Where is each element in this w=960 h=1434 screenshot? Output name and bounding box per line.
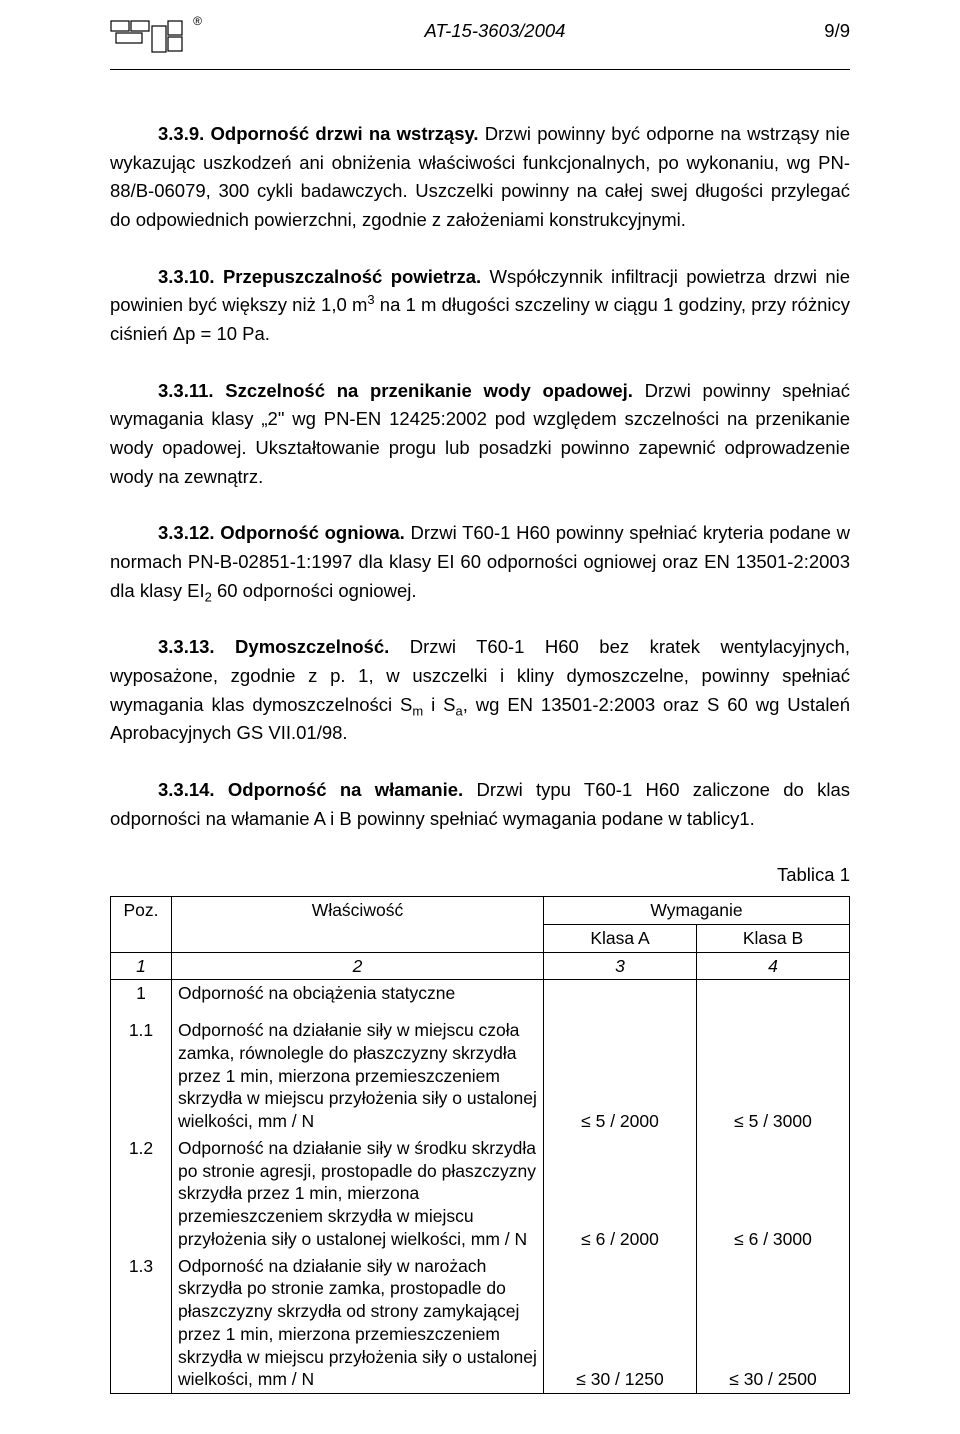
col-poz: Poz. <box>111 897 172 953</box>
cell-property: Odporność na obciążenia statyczne <box>172 980 544 1007</box>
sec-title: Odporność drzwi na wstrząsy. <box>211 123 479 144</box>
header-rule <box>110 69 850 70</box>
cell-poz: 1 <box>111 980 172 1007</box>
cell-klasa-a: ≤ 30 / 1250 <box>544 1253 697 1394</box>
sup: 3 <box>367 292 374 307</box>
cell-poz: 1.2 <box>111 1135 172 1253</box>
cell-klasa-b: ≤ 5 / 3000 <box>697 1007 850 1135</box>
sec-num: 3.3.10. <box>158 266 223 287</box>
cell-klasa-b: ≤ 6 / 3000 <box>697 1135 850 1253</box>
table-row: 1.2 Odporność na działanie siły w środku… <box>111 1135 850 1253</box>
table-row: 1.3 Odporność na działanie siły w naroża… <box>111 1253 850 1394</box>
sec-title: Odporność ogniowa. <box>220 522 405 543</box>
sec-num: 3.3.13. <box>158 636 235 657</box>
registered-mark: ® <box>193 14 202 28</box>
itb-logo-icon <box>110 20 190 56</box>
sec-num: 3.3.14. <box>158 779 228 800</box>
colnum: 4 <box>697 952 850 980</box>
sec-title: Przepuszczalność powietrza. <box>223 266 481 287</box>
cell-klasa-b: ≤ 30 / 2500 <box>697 1253 850 1394</box>
section-3-3-13: 3.3.13. Dymoszczelność. Drzwi T60-1 H60 … <box>110 633 850 748</box>
cell-property: Odporność na działanie siły w miejscu cz… <box>172 1007 544 1135</box>
page-header: ® AT-15-3603/2004 9/9 <box>110 20 850 61</box>
col-klasa-b: Klasa B <box>697 924 850 952</box>
cell-poz: 1.3 <box>111 1253 172 1394</box>
sub: a <box>455 703 462 718</box>
sub: 2 <box>205 589 212 604</box>
sec-num: 3.3.11. <box>158 380 225 401</box>
section-3-3-9: 3.3.9. Odporność drzwi na wstrząsy. Drzw… <box>110 120 850 235</box>
section-3-3-11: 3.3.11. Szczelność na przenikanie wody o… <box>110 377 850 492</box>
section-3-3-12: 3.3.12. Odporność ogniowa. Drzwi T60-1 H… <box>110 519 850 605</box>
cell-klasa-b <box>697 980 850 1007</box>
sec-title: Dymoszczelność. <box>235 636 389 657</box>
cell-klasa-a <box>544 980 697 1007</box>
sec-num: 3.3.12. <box>158 522 220 543</box>
table-row: 1 Odporność na obciążenia statyczne <box>111 980 850 1007</box>
cell-klasa-a: ≤ 5 / 2000 <box>544 1007 697 1135</box>
colnum: 1 <box>111 952 172 980</box>
section-3-3-10: 3.3.10. Przepuszczalność powietrza. Wspó… <box>110 263 850 349</box>
logo-wrap: ® <box>110 20 200 61</box>
document-page: ® AT-15-3603/2004 9/9 3.3.9. Odporność d… <box>0 0 960 1434</box>
sub: m <box>412 703 423 718</box>
colnum: 2 <box>172 952 544 980</box>
col-klasa-a: Klasa A <box>544 924 697 952</box>
cell-klasa-a: ≤ 6 / 2000 <box>544 1135 697 1253</box>
table-row: 1.1 Odporność na działanie siły w miejsc… <box>111 1007 850 1135</box>
body-text: 3.3.9. Odporność drzwi na wstrząsy. Drzw… <box>110 120 850 1394</box>
table-header-row: Poz. Właściwość Wymaganie <box>111 897 850 925</box>
document-id: AT-15-3603/2004 <box>200 20 790 42</box>
page-number: 9/9 <box>790 20 850 42</box>
requirements-table: Poz. Właściwość Wymaganie Klasa A Klasa … <box>110 896 850 1394</box>
cell-property: Odporność na działanie siły w środku skr… <box>172 1135 544 1253</box>
sec-text: 60 odporności ogniowej. <box>212 580 417 601</box>
sec-title: Szczelność na przenikanie wody opadowej. <box>225 380 633 401</box>
cell-poz: 1.1 <box>111 1007 172 1135</box>
section-3-3-14: 3.3.14. Odporność na włamanie. Drzwi typ… <box>110 776 850 833</box>
col-property: Właściwość <box>172 897 544 953</box>
sec-num: 3.3.9. <box>158 123 211 144</box>
sec-title: Odporność na włamanie. <box>228 779 463 800</box>
sec-text: i S <box>423 694 455 715</box>
table-colnum-row: 1 2 3 4 <box>111 952 850 980</box>
table-caption: Tablica 1 <box>110 861 850 890</box>
cell-property: Odporność na działanie siły w narożach s… <box>172 1253 544 1394</box>
col-requirement: Wymaganie <box>544 897 850 925</box>
colnum: 3 <box>544 952 697 980</box>
